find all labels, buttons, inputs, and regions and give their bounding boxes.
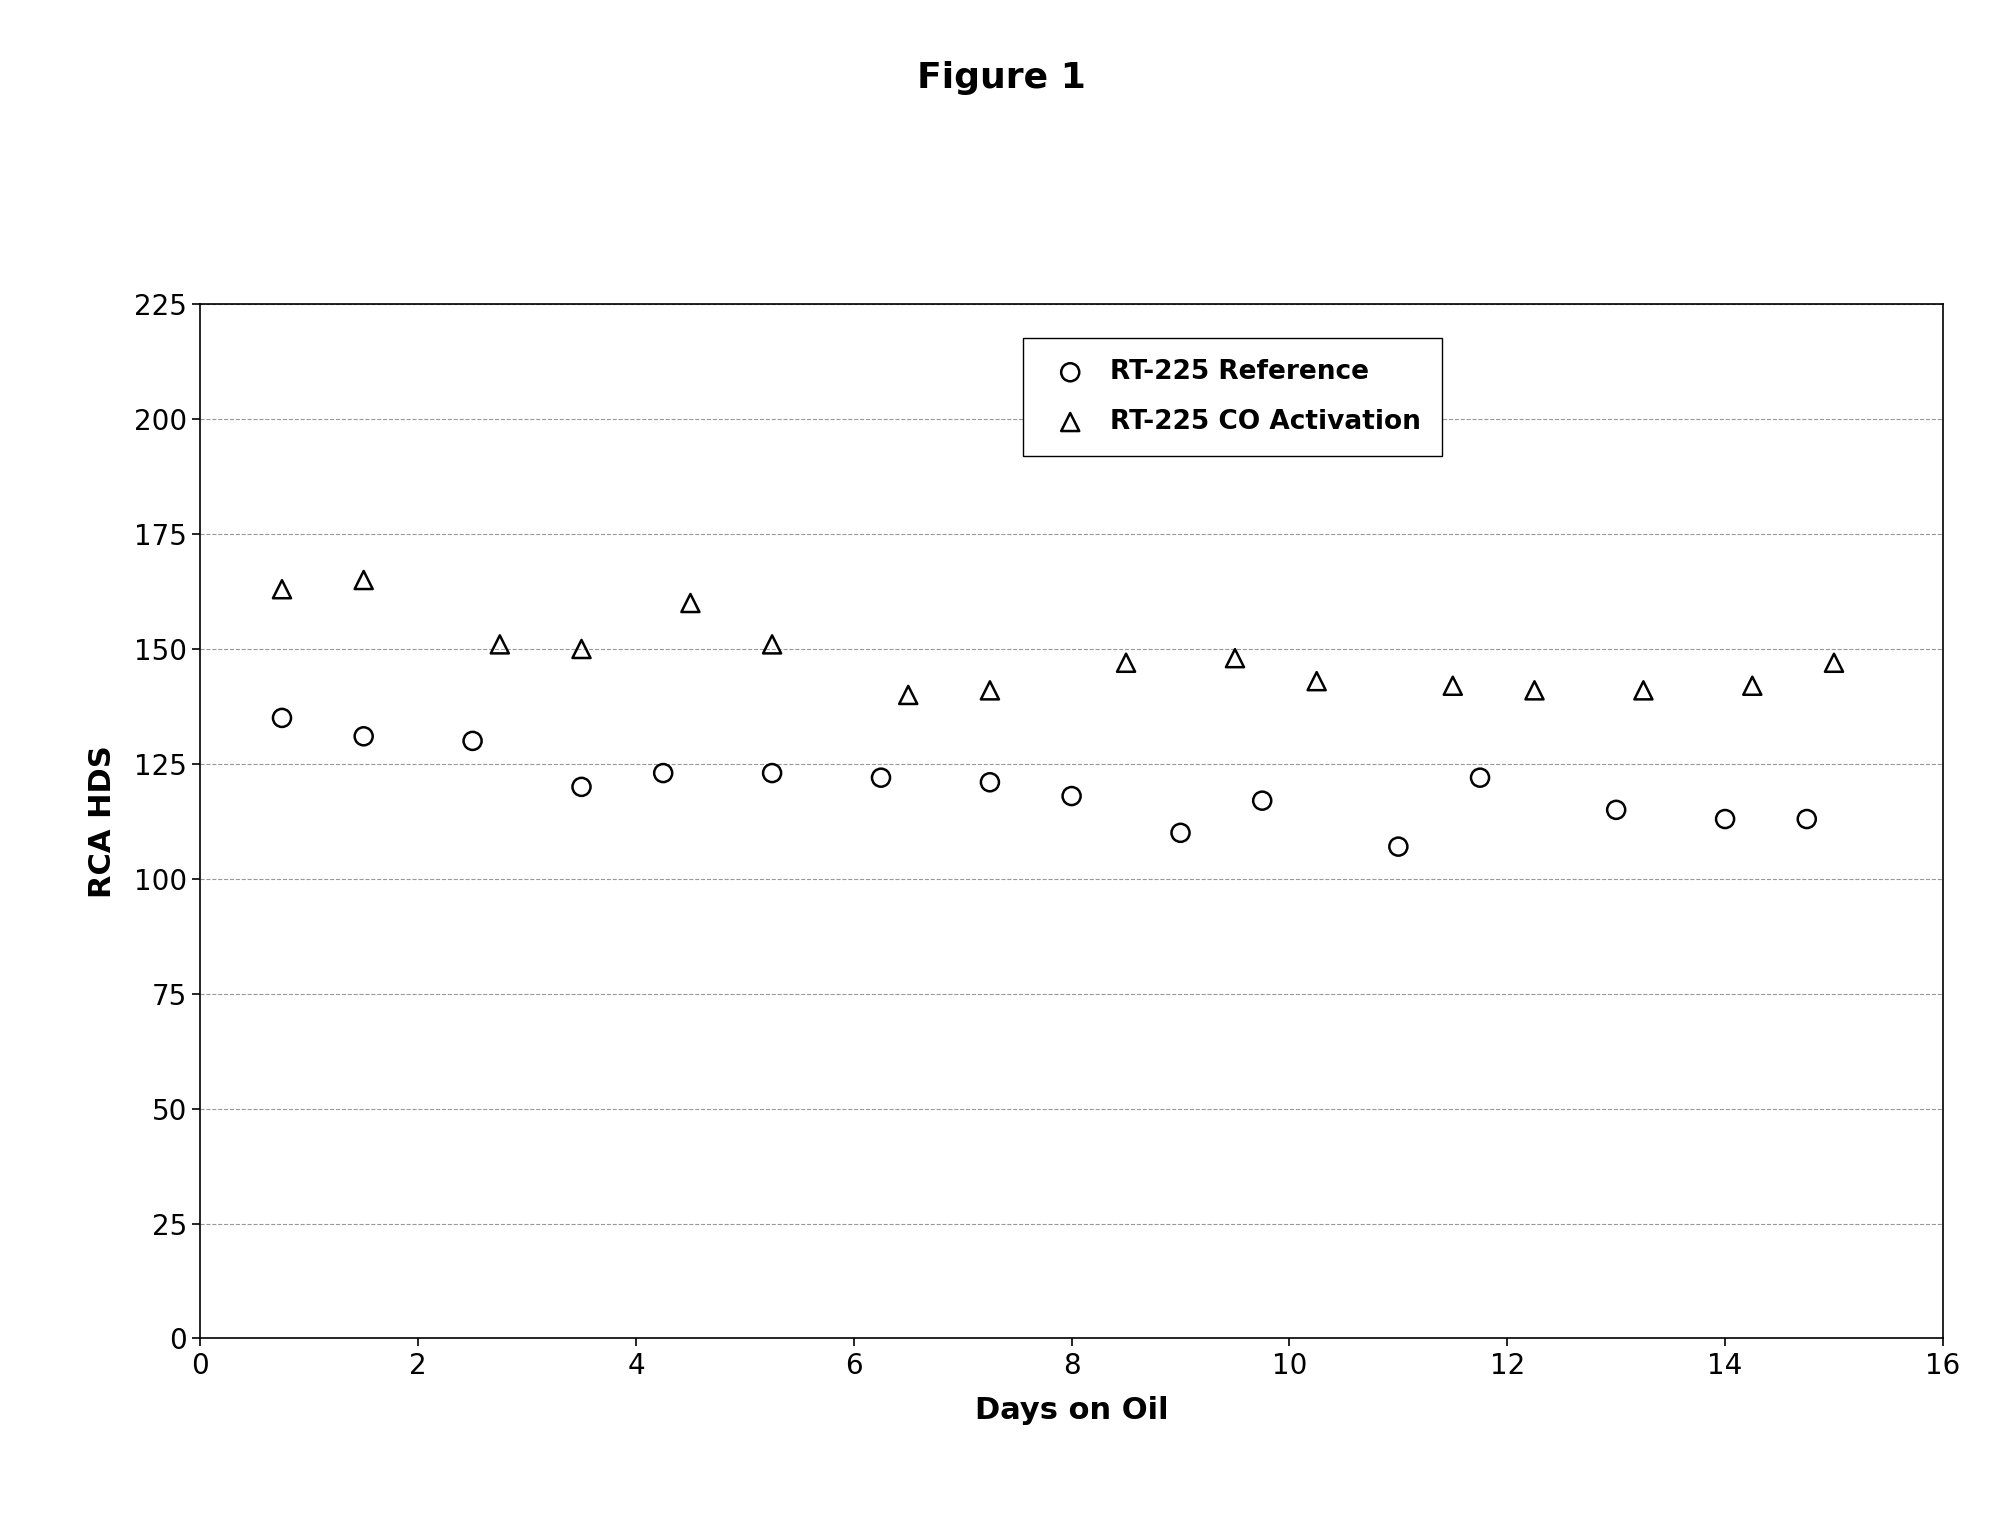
RT-225 CO Activation: [1518, 678, 1550, 703]
RT-225 CO Activation: [1436, 674, 1468, 698]
RT-225 CO Activation: [1300, 669, 1332, 694]
Legend: RT-225 Reference, RT-225 CO Activation: RT-225 Reference, RT-225 CO Activation: [1024, 338, 1442, 456]
RT-225 Reference: [647, 760, 679, 785]
RT-225 CO Activation: [973, 678, 1006, 703]
RT-225 Reference: [1164, 821, 1196, 846]
RT-225 Reference: [1709, 806, 1741, 830]
RT-225 CO Activation: [565, 637, 597, 662]
RT-225 Reference: [1246, 788, 1278, 812]
RT-225 Reference: [865, 765, 897, 789]
RT-225 CO Activation: [1626, 678, 1658, 703]
Text: Figure 1: Figure 1: [917, 61, 1086, 94]
RT-225 Reference: [1382, 835, 1414, 859]
RT-225 Reference: [755, 760, 787, 785]
RT-225 Reference: [1791, 806, 1823, 830]
RT-225 Reference: [1464, 765, 1496, 789]
RT-225 Reference: [349, 724, 381, 748]
RT-225 Reference: [565, 774, 597, 799]
RT-225 CO Activation: [891, 683, 923, 707]
RT-225 Reference: [266, 706, 298, 730]
RT-225 CO Activation: [675, 590, 707, 614]
RT-225 Reference: [1600, 797, 1632, 821]
RT-225 CO Activation: [349, 567, 381, 592]
RT-225 Reference: [457, 729, 489, 753]
RT-225 CO Activation: [485, 633, 517, 657]
RT-225 CO Activation: [1819, 651, 1851, 675]
RT-225 CO Activation: [1110, 651, 1142, 675]
Y-axis label: RCA HDS: RCA HDS: [88, 745, 118, 897]
RT-225 Reference: [973, 770, 1006, 794]
RT-225 CO Activation: [1220, 646, 1252, 671]
RT-225 Reference: [1056, 783, 1088, 808]
RT-225 CO Activation: [755, 633, 787, 657]
RT-225 CO Activation: [1737, 674, 1769, 698]
RT-225 CO Activation: [266, 576, 298, 601]
X-axis label: Days on Oil: Days on Oil: [975, 1396, 1168, 1425]
